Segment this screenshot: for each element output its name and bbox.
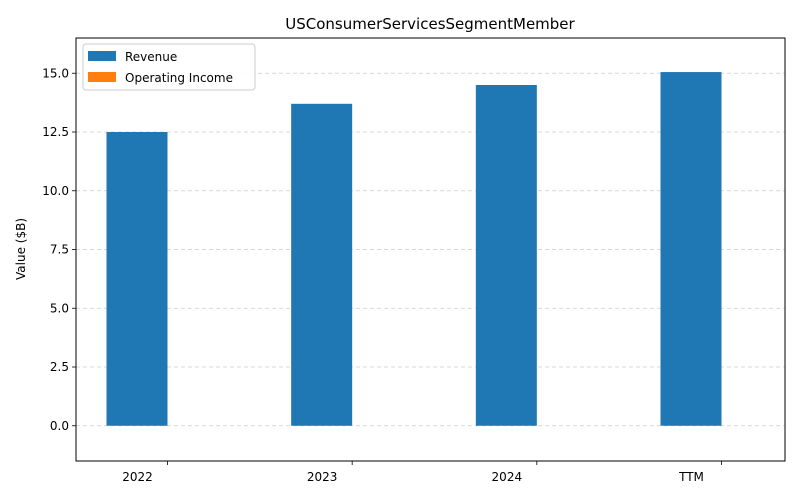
legend-label-revenue: Revenue: [125, 50, 177, 64]
y-tick-label: 5.0: [50, 301, 69, 315]
bar-revenue-2023: [291, 103, 353, 426]
legend-label-operating-income: Operating Income: [125, 71, 233, 85]
chart-title: USConsumerServicesSegmentMember: [285, 15, 575, 33]
y-tick-label: 12.5: [42, 125, 69, 139]
y-axis-label: Value ($B): [14, 218, 28, 280]
bar-revenue-2024: [475, 85, 537, 426]
x-tick-label: TTM: [678, 470, 704, 484]
legend-swatch-operating-income: [88, 72, 116, 82]
y-tick-label: 10.0: [42, 184, 69, 198]
y-tick-label: 7.5: [50, 243, 69, 257]
tick-labels: 0.0 2.5 5.0 7.5 10.0 12.5 15.0 2022 2023 2024 TTM: [42, 66, 704, 484]
x-tick-label: 2023: [307, 470, 338, 484]
bars: [106, 72, 722, 426]
y-tick-label: 0.0: [50, 419, 69, 433]
bar-revenue-2022: [106, 132, 168, 426]
legend-box: [82, 43, 256, 91]
y-tick-label: 15.0: [42, 66, 69, 80]
axes: [72, 37, 786, 465]
bar-revenue-ttm: [660, 72, 722, 426]
plot-frame: [75, 37, 786, 462]
x-tick-label: 2024: [492, 470, 523, 484]
y-tick-label: 2.5: [50, 360, 69, 374]
x-tick-label: 2022: [122, 470, 153, 484]
legend: Revenue Operating Income: [82, 43, 256, 91]
legend-swatch-revenue: [88, 51, 116, 61]
